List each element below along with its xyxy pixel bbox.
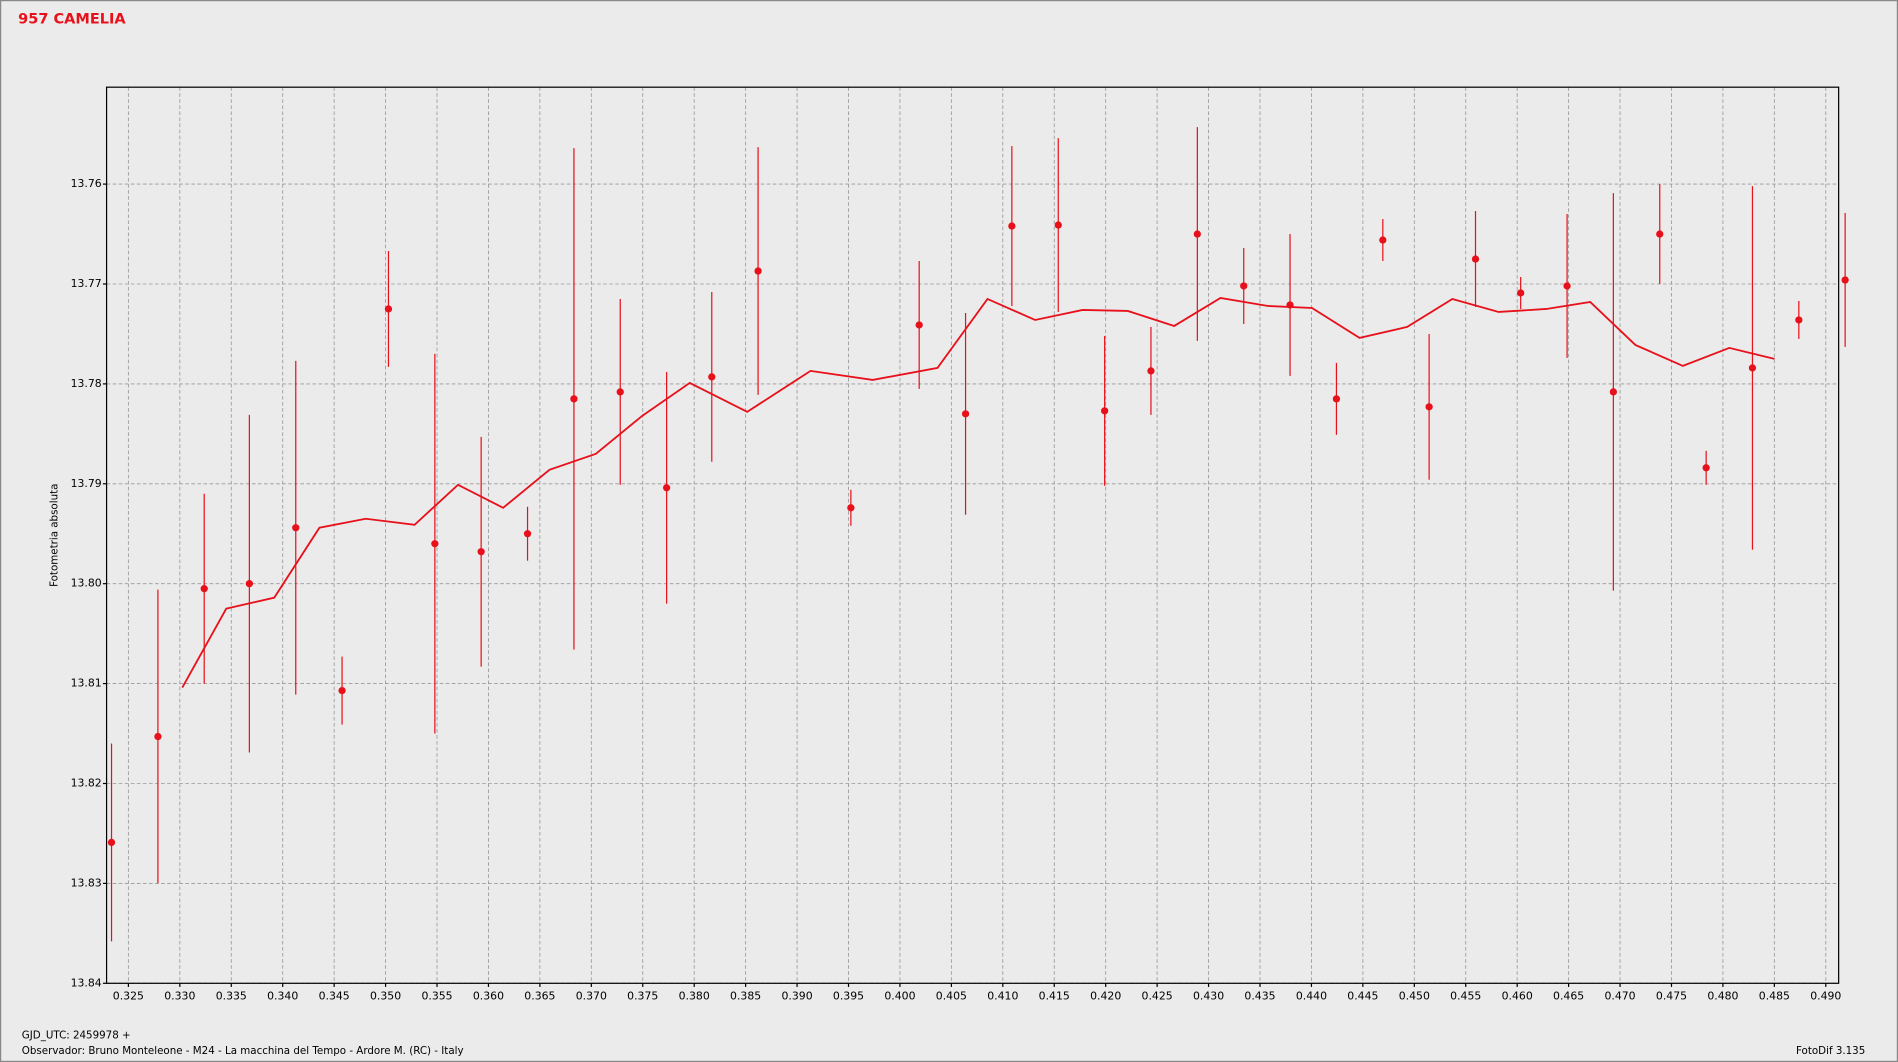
y-tick-label: 13.84	[71, 976, 102, 989]
trend-line	[181, 297, 1775, 689]
y-tick-label: 13.76	[71, 177, 102, 190]
x-tick-label: 0.380	[679, 990, 710, 1003]
chart-title: 957 CAMELIA	[18, 11, 126, 27]
x-tick-label: 0.350	[370, 990, 401, 1003]
x-tick-label: 0.330	[164, 990, 195, 1003]
data-point	[431, 540, 439, 548]
x-tick-label: 0.360	[473, 990, 504, 1003]
x-tick-label: 0.340	[267, 990, 298, 1003]
data-point	[915, 321, 923, 329]
x-tick-label: 0.405	[936, 990, 967, 1003]
x-tick-label: 0.420	[1090, 990, 1121, 1003]
x-tick-label: 0.485	[1759, 990, 1790, 1003]
x-tick-label: 0.345	[319, 990, 350, 1003]
y-tick-label: 13.80	[71, 577, 102, 590]
data-point	[847, 504, 855, 512]
footer-observer: Observador: Bruno Monteleone - M24 - La …	[22, 1045, 464, 1057]
data-point	[754, 267, 762, 275]
x-tick-label: 0.335	[216, 990, 247, 1003]
data-point	[1147, 367, 1155, 375]
data-point	[154, 732, 162, 741]
data-point	[570, 395, 578, 403]
data-point	[708, 373, 716, 381]
x-tick-label: 0.445	[1347, 990, 1378, 1003]
data-point	[1332, 395, 1341, 403]
data-point	[1240, 282, 1248, 290]
x-tick-label: 0.455	[1450, 990, 1481, 1003]
y-tick-label: 13.81	[71, 677, 102, 690]
x-tick-label: 0.390	[781, 990, 812, 1003]
y-tick-label: 13.77	[71, 277, 102, 290]
data-point	[1609, 388, 1617, 396]
x-tick-label: 0.465	[1553, 990, 1584, 1003]
x-tick-label: 0.370	[576, 990, 607, 1003]
x-tick-label: 0.410	[987, 990, 1018, 1003]
y-tick-label: 13.79	[71, 477, 102, 490]
x-tick-label: 0.460	[1502, 990, 1533, 1003]
data-point	[1008, 222, 1016, 230]
x-axis-label: GJD_UTC: 2459978 +	[22, 1029, 131, 1041]
data-point	[1795, 316, 1803, 324]
x-tick-label: 0.385	[730, 990, 761, 1003]
data-point	[1193, 230, 1201, 238]
x-tick-label: 0.480	[1707, 990, 1738, 1003]
data-point	[961, 410, 970, 418]
x-tick-label: 0.475	[1656, 990, 1687, 1003]
data-point	[1101, 407, 1109, 415]
data-point	[384, 305, 393, 313]
data-point	[1841, 276, 1849, 284]
data-point	[1471, 255, 1480, 263]
data-point	[1563, 282, 1571, 290]
data-point	[1054, 221, 1062, 229]
data-point	[1425, 403, 1433, 411]
data-point	[200, 585, 208, 593]
x-tick-label: 0.435	[1244, 990, 1275, 1003]
data-point	[292, 524, 300, 532]
data-point	[477, 548, 485, 556]
x-tick-label: 0.470	[1604, 990, 1635, 1003]
data-point	[616, 388, 624, 396]
x-tick-label: 0.365	[524, 990, 555, 1003]
data-point	[523, 530, 532, 538]
x-tick-label: 0.375	[627, 990, 658, 1003]
y-tick-label: 13.78	[71, 377, 102, 390]
x-tick-label: 0.415	[1039, 990, 1070, 1003]
y-tick-label: 13.82	[71, 776, 102, 789]
plot-frame	[105, 86, 1840, 984]
data-point	[1517, 289, 1525, 297]
data-point	[1656, 230, 1664, 238]
x-tick-label: 0.490	[1810, 990, 1841, 1003]
data-point	[1379, 236, 1387, 244]
x-tick-label: 0.425	[1142, 990, 1173, 1003]
data-point	[107, 838, 116, 847]
data-point	[245, 580, 254, 588]
x-tick-label: 0.440	[1296, 990, 1327, 1003]
footer-version: FotoDif 3.135	[1796, 1045, 1865, 1057]
x-tick-label: 0.430	[1193, 990, 1224, 1003]
x-tick-label: 0.355	[421, 990, 452, 1003]
x-tick-label: 0.395	[833, 990, 864, 1003]
x-tick-label: 0.450	[1399, 990, 1430, 1003]
y-tick-label: 13.83	[71, 876, 102, 889]
data-point	[338, 686, 346, 695]
x-tick-label: 0.400	[884, 990, 915, 1003]
x-tick-label: 0.325	[113, 990, 144, 1003]
data-point	[662, 484, 671, 492]
data-point	[1748, 364, 1757, 372]
y-axis-label: Fotometria absoluta	[49, 484, 61, 587]
data-point	[1702, 464, 1710, 472]
